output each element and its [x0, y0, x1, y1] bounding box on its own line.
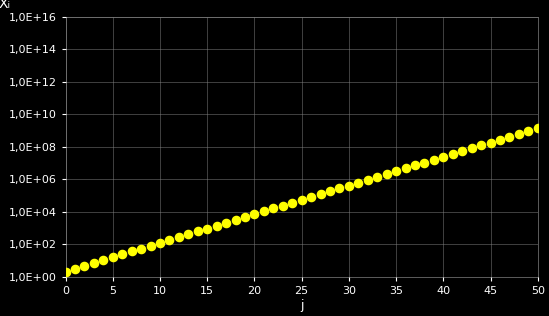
Point — [118, 252, 127, 257]
Point — [184, 232, 193, 237]
Point — [420, 160, 429, 165]
Point — [80, 263, 89, 268]
Point — [127, 249, 136, 254]
Point — [345, 183, 354, 188]
Point — [222, 220, 231, 225]
Point — [401, 166, 410, 171]
Point — [137, 246, 145, 251]
Point — [326, 189, 334, 194]
Point — [486, 140, 495, 145]
Point — [307, 194, 316, 199]
Point — [155, 240, 164, 246]
Point — [477, 143, 485, 148]
Y-axis label: Xᵢ: Xᵢ — [0, 0, 10, 11]
Point — [175, 234, 183, 240]
Point — [212, 223, 221, 228]
Point — [534, 126, 542, 131]
Point — [146, 243, 155, 248]
X-axis label: j: j — [300, 299, 304, 312]
Point — [382, 172, 391, 177]
Point — [316, 191, 325, 197]
Point — [61, 270, 70, 275]
Point — [467, 146, 476, 151]
Point — [193, 229, 202, 234]
Point — [496, 137, 505, 142]
Point — [335, 186, 344, 191]
Point — [354, 180, 363, 185]
Point — [108, 255, 117, 260]
Point — [99, 258, 108, 263]
Point — [260, 209, 268, 214]
Point — [298, 197, 306, 202]
Point — [71, 266, 80, 271]
Point — [269, 206, 278, 211]
Point — [240, 215, 249, 220]
Point — [250, 212, 259, 217]
Point — [458, 149, 467, 154]
Point — [514, 131, 523, 137]
Point — [203, 226, 211, 231]
Point — [288, 200, 296, 205]
Point — [429, 157, 438, 162]
Point — [392, 169, 401, 174]
Point — [505, 134, 514, 139]
Point — [363, 177, 372, 182]
Point — [89, 260, 98, 265]
Point — [373, 174, 382, 179]
Point — [449, 151, 457, 156]
Point — [524, 129, 533, 134]
Point — [165, 237, 174, 242]
Point — [439, 154, 448, 159]
Point — [278, 203, 287, 208]
Point — [411, 163, 419, 168]
Point — [231, 217, 240, 222]
